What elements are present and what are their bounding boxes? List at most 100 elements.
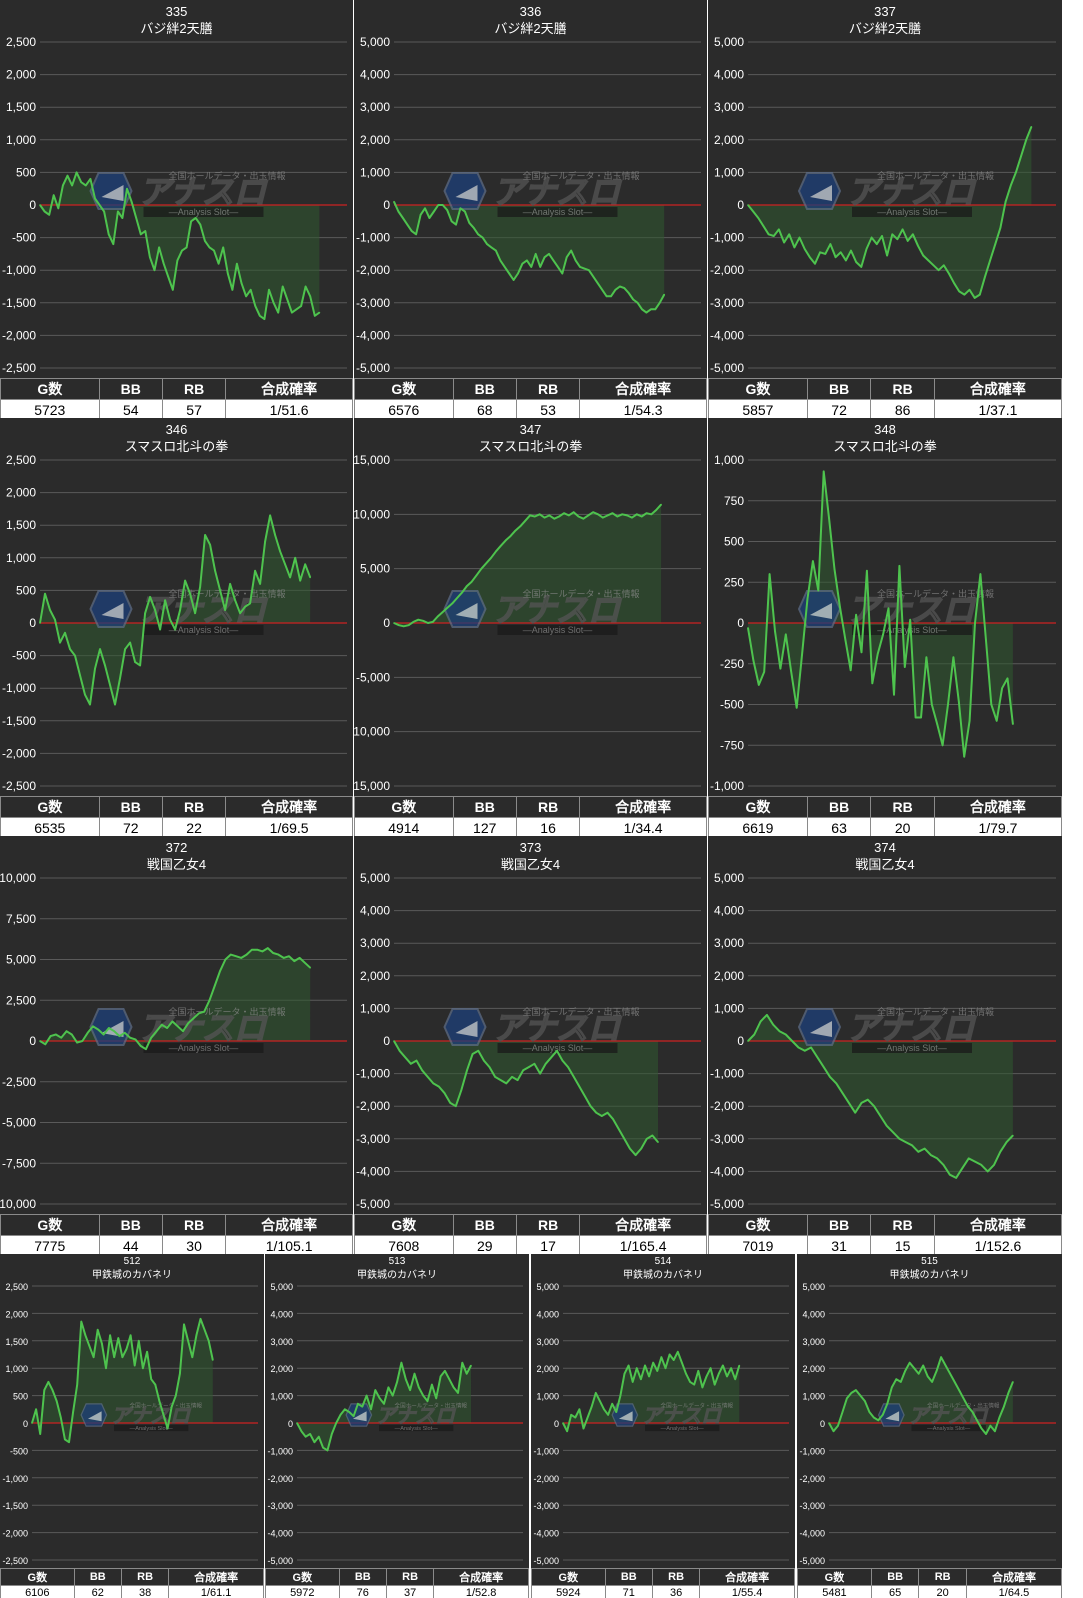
data-point <box>529 514 531 517</box>
data-point <box>574 1416 577 1419</box>
data-point <box>914 716 917 719</box>
data-point <box>846 1397 848 1400</box>
data-point <box>931 1381 933 1383</box>
data-point <box>854 1111 856 1114</box>
rate-header: 合成確率 <box>225 796 353 818</box>
watermark-wordmark: アナスロ <box>493 174 622 210</box>
data-point <box>229 953 232 956</box>
data-point <box>182 1030 184 1032</box>
data-point <box>361 1405 364 1408</box>
data-point <box>701 1386 704 1389</box>
data-point <box>505 1082 508 1085</box>
data-point <box>563 512 565 514</box>
data-point <box>891 233 894 236</box>
data-point <box>824 253 827 255</box>
games-value: 4914 <box>354 817 454 836</box>
games-header: G数 <box>531 1568 606 1586</box>
y-tick-label: -7,500 <box>2 1156 36 1170</box>
line-chart: 347 スマスロ北斗の拳 15,000 10,000 5,000 0 -5,000 -10,0… <box>354 422 701 793</box>
data-point <box>494 1076 496 1078</box>
data-point <box>999 227 1002 229</box>
data-point <box>98 204 101 206</box>
data-point <box>235 955 237 957</box>
line-chart: 336 バジ絆2天膳 5,000 4,000 3,000 2,000 1,000 0 -1,00… <box>356 4 701 375</box>
data-point <box>47 1381 50 1383</box>
data-point <box>318 1435 320 1438</box>
data-point <box>561 272 564 275</box>
data-point <box>415 1059 418 1062</box>
data-point <box>309 576 312 579</box>
games-value: 6535 <box>0 817 100 836</box>
data-point <box>439 1375 442 1378</box>
data-point <box>407 624 410 626</box>
data-point <box>705 1375 708 1378</box>
data-point <box>322 1446 324 1449</box>
data-point <box>876 243 878 245</box>
rb-value: 15 <box>870 1235 935 1254</box>
data-point <box>578 1408 581 1411</box>
data-point <box>912 233 914 236</box>
y-tick-label: -4,000 <box>710 328 744 342</box>
data-point <box>726 1375 728 1378</box>
data-point <box>65 1030 68 1032</box>
data-point <box>1003 1405 1005 1408</box>
data-point <box>89 703 91 706</box>
watermark-caption: 全国ホールデータ・出玉情報 <box>877 588 994 599</box>
stats-table: G数 BB RB 合成確率 5972 76 37 1/52.8 <box>265 1568 529 1598</box>
y-tick-label: -500 <box>10 1446 28 1456</box>
data-point <box>759 1020 762 1023</box>
y-tick-label: -2,000 <box>356 263 390 277</box>
data-point <box>829 1076 831 1078</box>
data-point <box>441 204 444 206</box>
series-line <box>39 947 311 1051</box>
y-tick-label: -1,500 <box>2 1501 28 1511</box>
games-header: G数 <box>708 378 808 400</box>
data-point <box>538 513 541 516</box>
data-point <box>240 282 243 285</box>
y-tick-label: 0 <box>820 1419 825 1429</box>
y-tick-label: 4,000 <box>536 1309 559 1319</box>
y-tick-label: -500 <box>12 649 36 663</box>
data-point <box>941 744 944 747</box>
series-line <box>39 171 320 321</box>
data-point <box>126 187 128 190</box>
data-point <box>645 512 648 514</box>
data-point <box>801 653 803 655</box>
data-point <box>112 243 115 245</box>
y-tick-label: 500 <box>13 1392 28 1402</box>
stats-table: G数 BB RB 合成確率 6535 72 22 1/69.5 <box>0 796 353 836</box>
y-tick-label: -3,000 <box>267 1501 293 1511</box>
data-point <box>134 661 136 663</box>
data-point <box>244 605 246 608</box>
data-point <box>119 677 121 680</box>
y-tick-label: -15,000 <box>354 779 390 793</box>
data-point <box>304 962 306 964</box>
data-point <box>55 1400 58 1402</box>
data-point <box>774 630 776 632</box>
data-point <box>150 1378 152 1380</box>
data-point <box>654 308 657 311</box>
y-tick-label: -1,000 <box>356 1067 390 1081</box>
data-point <box>71 184 73 187</box>
data-point <box>274 534 276 536</box>
data-point <box>92 1356 95 1358</box>
data-point <box>809 256 811 259</box>
y-tick-label: 0 <box>737 1034 744 1048</box>
data-point <box>400 1361 403 1364</box>
data-point <box>169 618 171 621</box>
data-point <box>985 1433 987 1435</box>
y-tick-label: 2,500 <box>5 1282 28 1292</box>
machine-model: 甲鉄城のカバネリ <box>890 1268 970 1281</box>
bb-value: 76 <box>338 1585 387 1598</box>
data-point <box>668 1353 671 1356</box>
data-point <box>681 1361 683 1364</box>
y-tick-label: -2,000 <box>710 1099 744 1113</box>
bb-value: 63 <box>806 817 872 836</box>
data-point <box>592 275 595 278</box>
data-point <box>672 1359 675 1361</box>
data-point <box>797 1046 800 1049</box>
y-tick-label: 1,000 <box>714 1001 744 1015</box>
